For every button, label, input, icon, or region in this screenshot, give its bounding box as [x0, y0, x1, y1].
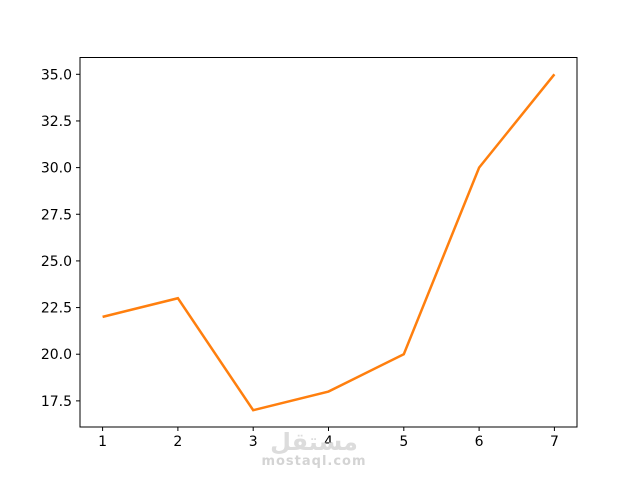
x-tick-label: 2 [173, 434, 182, 450]
x-tick-label: 7 [550, 434, 559, 450]
x-tick-label: 5 [399, 434, 408, 450]
axes-frame [79, 57, 578, 428]
y-tick-label: 20.0 [41, 347, 72, 363]
y-tick-label: 27.5 [41, 207, 72, 223]
y-tick-label: 32.5 [41, 114, 72, 130]
x-tick-label: 1 [98, 434, 107, 450]
x-tick-label: 3 [249, 434, 258, 450]
x-tick-label: 4 [324, 434, 333, 450]
y-tick-label: 22.5 [41, 301, 72, 317]
data-line [102, 73, 556, 412]
y-tick-label: 30.0 [41, 161, 72, 177]
y-tick-label: 35.0 [41, 67, 72, 83]
y-tick-label: 25.0 [41, 254, 72, 270]
y-tick-label: 17.5 [41, 394, 72, 410]
x-tick-label: 6 [475, 434, 484, 450]
